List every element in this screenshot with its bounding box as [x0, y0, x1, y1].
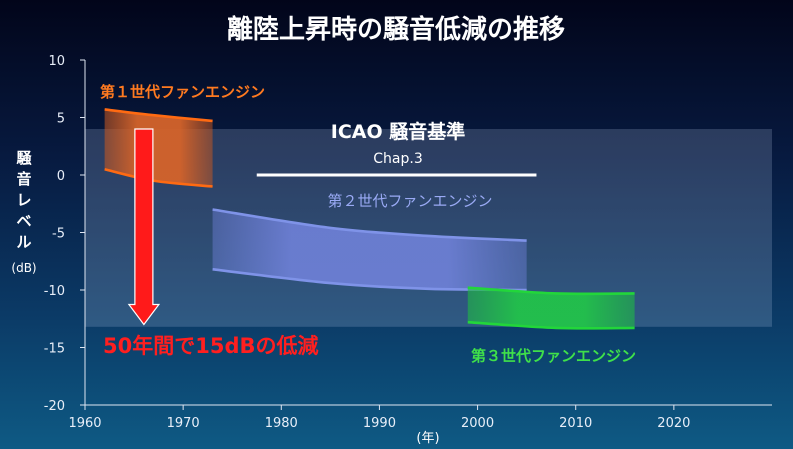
- series-band-gen2: [212, 209, 527, 290]
- series-lower-line-gen3: [467, 320, 635, 330]
- series-upper-line-gen2: [212, 208, 527, 242]
- reduction-arrow: [127, 128, 161, 326]
- y-axis-label-char: 音: [16, 170, 31, 188]
- y-tick-label: 0: [57, 169, 65, 184]
- x-axis-label: (年): [416, 431, 439, 446]
- series-upper-line-gen3: [467, 286, 635, 296]
- y-tick-label: 10: [48, 54, 65, 69]
- x-tick-label: 2010: [559, 416, 592, 431]
- series-label-gen2: 第２世代ファンエンジン: [327, 192, 492, 210]
- y-axis-label-char: レ: [16, 191, 31, 209]
- series-layer: [104, 108, 635, 330]
- series-lower-line-gen1: [104, 167, 213, 188]
- x-tick-label: 2020: [657, 416, 690, 431]
- x-tick-label: 2000: [461, 416, 494, 431]
- x-tick-label: 1990: [363, 416, 396, 431]
- reference-band-sublabel: Chap.3: [373, 151, 422, 167]
- y-tick-label: 5: [57, 112, 65, 127]
- series-band-gen3: [467, 287, 635, 329]
- y-tick-label: -5: [52, 227, 65, 242]
- reference-band-label: ICAO 騒音基準: [331, 120, 466, 143]
- series-band-gen1: [104, 109, 213, 187]
- y-tick-label: -15: [44, 342, 65, 357]
- y-axis-unit: (dB): [11, 261, 36, 275]
- y-tick-label: -10: [44, 284, 65, 299]
- reduction-arrow-shape: [127, 128, 161, 326]
- y-axis-label-char: 騒: [16, 149, 32, 167]
- series-upper-line-gen1: [104, 108, 213, 123]
- series-label-gen3: 第３世代ファンエンジン: [471, 347, 636, 365]
- series-label-gen1: 第１世代ファンエンジン: [100, 83, 265, 101]
- y-axis-label-char: ル: [16, 233, 31, 251]
- chart-title: 離陸上昇時の騒音低減の推移: [227, 14, 565, 45]
- y-tick-label: -20: [44, 399, 65, 414]
- y-axis-label-char: ベ: [16, 212, 31, 230]
- x-tick-label: 1980: [265, 416, 298, 431]
- reduction-annotation: 50年間で15dBの低減: [103, 334, 319, 358]
- x-tick-label: 1970: [167, 416, 200, 431]
- x-tick-label: 1960: [68, 416, 101, 431]
